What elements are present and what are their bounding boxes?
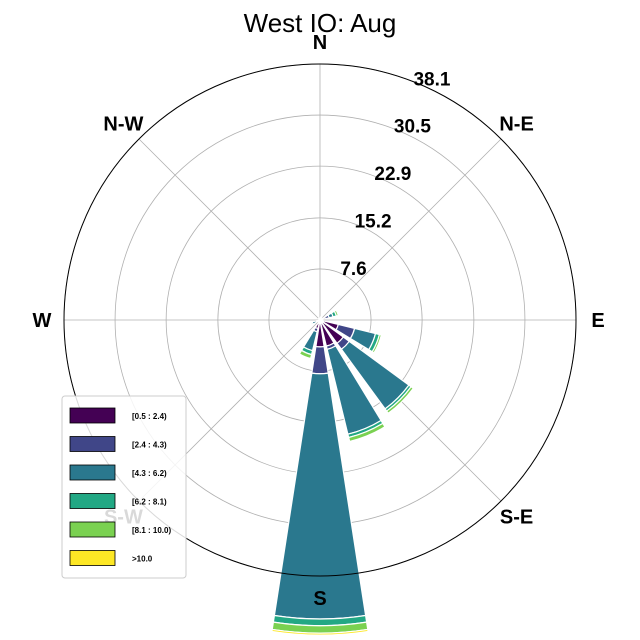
legend-swatch-0 xyxy=(70,408,115,423)
direction-label-6: W xyxy=(33,310,52,332)
direction-label-7: N-W xyxy=(103,113,143,135)
direction-label-1: N-E xyxy=(499,113,533,135)
bar-S-bin-1 xyxy=(312,347,328,374)
legend-label-2: [4.3 : 6.2) xyxy=(132,469,167,478)
radial-tick-4: 38.1 xyxy=(413,69,450,90)
direction-label-0: N xyxy=(313,32,327,54)
legend-label-3: [6.2 : 8.1) xyxy=(132,498,167,507)
legend-swatch-3 xyxy=(70,494,115,509)
legend-swatch-5 xyxy=(70,551,115,566)
legend-label-1: [2.4 : 4.3) xyxy=(132,441,167,450)
legend-swatch-4 xyxy=(70,522,115,537)
legend: [0.5 : 2.4) [2.4 : 4.3) [4.3 : 6.2) [6.2 : … xyxy=(62,396,186,578)
legend-label-5: >10.0 xyxy=(132,555,153,564)
direction-label-3: S-E xyxy=(500,507,533,529)
legend-label-4: [8.1 : 10.0) xyxy=(132,526,171,535)
bar-NNW-bin-0 xyxy=(319,319,320,320)
direction-label-4: S xyxy=(313,588,326,610)
radial-tick-3: 30.5 xyxy=(394,117,431,138)
bar-NNE-bin-2 xyxy=(321,317,322,318)
radial-tick-0: 7.6 xyxy=(340,259,366,280)
direction-label-2: E xyxy=(591,310,604,332)
radial-tick-2: 22.9 xyxy=(374,164,411,185)
legend-swatch-1 xyxy=(70,437,115,452)
legend-swatch-2 xyxy=(70,465,115,480)
legend-label-0: [0.5 : 2.4) xyxy=(132,412,167,421)
grid-spoke-7 xyxy=(139,139,320,320)
radial-tick-labels: 7.6 15.2 22.9 30.5 38.1 xyxy=(340,69,451,279)
radial-tick-1: 15.2 xyxy=(355,212,392,233)
